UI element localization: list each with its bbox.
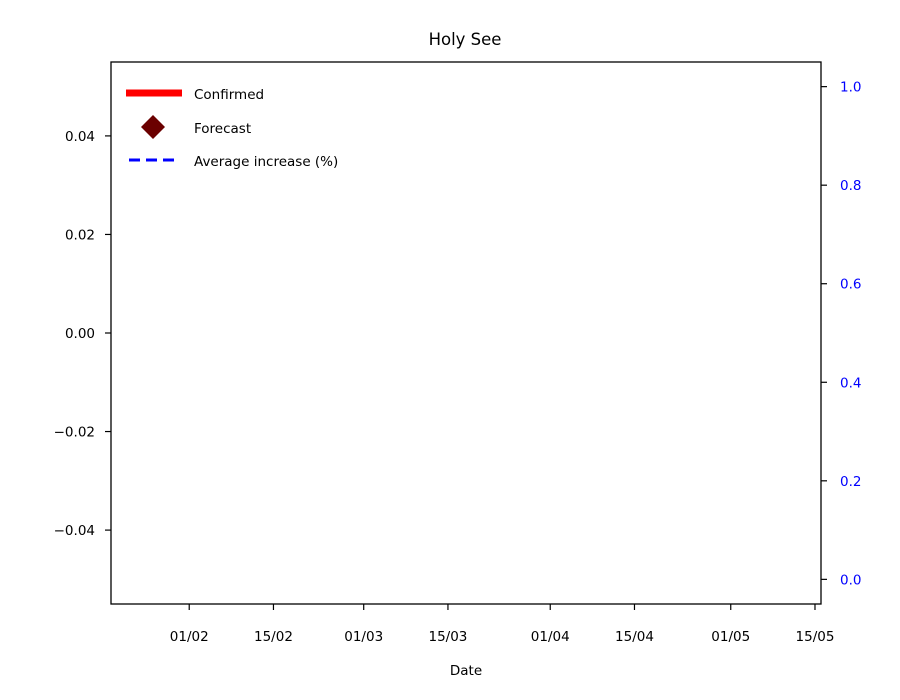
right-y-axis: 0.0 0.2 0.4 0.6 0.8 1.0 [821, 80, 861, 588]
x-tick-label: 01/05 [711, 629, 750, 645]
x-tick-label: 01/04 [531, 629, 570, 645]
right-y-tick-label: 0.0 [840, 572, 861, 588]
x-tick-label: 15/04 [615, 629, 654, 645]
left-y-tick-label: −0.02 [54, 425, 95, 441]
left-y-tick-label: −0.04 [54, 523, 95, 539]
x-tick-label: 15/03 [428, 629, 467, 645]
x-tick-label: 01/03 [344, 629, 383, 645]
left-y-tick-label: 0.00 [65, 326, 95, 342]
x-axis-label: Date [450, 663, 482, 679]
left-y-tick-label: 0.02 [65, 227, 95, 243]
x-tick-label: 15/05 [796, 629, 835, 645]
x-tick-label: 01/02 [170, 629, 209, 645]
left-y-axis: −0.04 −0.02 0.00 0.02 0.04 [54, 129, 111, 539]
legend-label-forecast: Forecast [194, 121, 251, 137]
right-y-tick-label: 0.4 [840, 375, 861, 391]
chart-title: Holy See [429, 30, 502, 49]
legend-label-confirmed: Confirmed [194, 87, 264, 103]
right-y-tick-label: 1.0 [840, 80, 861, 96]
legend-label-average-increase: Average increase (%) [194, 154, 338, 170]
x-tick-label: 15/02 [254, 629, 293, 645]
x-axis: 01/02 15/02 01/03 15/03 01/04 15/04 01/05 15/05 [170, 604, 835, 645]
legend-swatch-forecast [141, 115, 165, 139]
right-y-tick-label: 0.6 [840, 277, 861, 293]
right-y-tick-label: 0.8 [840, 178, 861, 194]
right-y-tick-label: 0.2 [840, 474, 861, 490]
legend-entry-average-increase: Average increase (%) [129, 154, 338, 170]
legend: Confirmed Forecast Average increase (%) [120, 75, 440, 180]
legend-entry-forecast: Forecast [141, 115, 251, 139]
legend-entry-confirmed: Confirmed [126, 87, 264, 103]
left-y-tick-label: 0.04 [65, 129, 95, 145]
